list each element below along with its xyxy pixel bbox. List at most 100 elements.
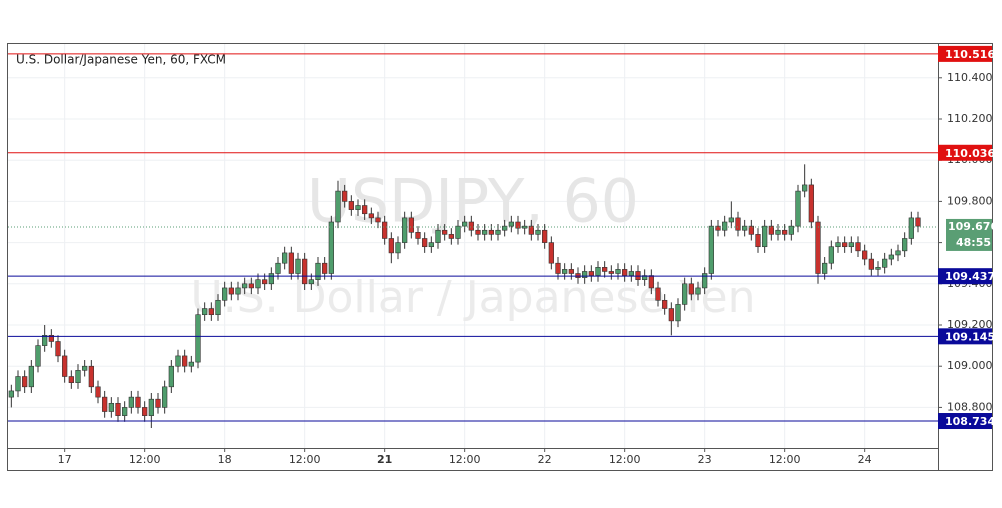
candle-body [648, 275, 654, 289]
candle-body [362, 205, 368, 215]
candle-body [515, 221, 521, 229]
x-tick-label: 21 [377, 453, 392, 466]
candle-body [862, 250, 868, 260]
candle-body [268, 273, 274, 285]
level-label: 109.437 [945, 270, 995, 283]
level-label: 108.734 [945, 415, 995, 428]
candle-body [808, 184, 814, 223]
level-tag [938, 144, 992, 161]
candle-body [288, 252, 294, 274]
candle-body [542, 229, 548, 243]
candle-body [235, 287, 241, 295]
candle-body [842, 242, 848, 248]
candle-body [548, 242, 554, 264]
candle-body [8, 390, 14, 398]
candle-body [95, 386, 101, 398]
candle-body [755, 234, 761, 248]
candle-body [902, 238, 908, 252]
candle-body [662, 299, 668, 309]
candle-body [455, 225, 461, 239]
candle-body [115, 402, 121, 416]
candle-body [435, 229, 441, 243]
level-tag [938, 268, 992, 285]
candle-body [768, 225, 774, 235]
level-tag [938, 413, 992, 430]
candle-body [742, 225, 748, 231]
candle-body [188, 361, 194, 367]
candle-body [122, 407, 128, 416]
candle-body [788, 225, 794, 235]
y-tick-label: 110.400 [947, 71, 993, 84]
candle-body [875, 267, 881, 270]
current-price-tag [946, 218, 992, 251]
level-tag [938, 45, 992, 62]
candle-body [282, 252, 288, 264]
candle-body [588, 271, 594, 276]
candle-body [28, 365, 34, 388]
candle-body [822, 262, 828, 274]
candle-body [295, 258, 301, 274]
candle-body [555, 262, 561, 274]
candle-body [248, 283, 254, 289]
candle-body [762, 225, 768, 248]
candle-body [15, 376, 21, 392]
candle-body [502, 225, 508, 231]
candle-body [42, 335, 48, 346]
candle-body [642, 275, 648, 280]
candle-body [208, 308, 214, 316]
candle-body [528, 225, 534, 235]
candle-body [608, 271, 614, 274]
y-tick-label: 109.200 [947, 318, 993, 331]
x-tick-label: 17 [58, 453, 72, 466]
candle-body [428, 242, 434, 248]
candle-body [275, 262, 281, 274]
candle-body [402, 217, 408, 243]
chart-title: U.S. Dollar/Japanese Yen, 60, FXCM [16, 53, 226, 67]
candle-body [422, 238, 428, 248]
x-tick-label: 23 [698, 453, 712, 466]
y-tick-label: 108.800 [947, 400, 993, 413]
candle-body [468, 221, 474, 231]
candle-body [848, 242, 854, 248]
candle-body [702, 273, 708, 289]
chart-frame [7, 43, 993, 471]
candle-body [628, 271, 634, 276]
candle-body [228, 287, 234, 295]
candle-body [142, 407, 148, 416]
candle-body [262, 279, 268, 285]
candle-body [655, 287, 661, 301]
candle-body [508, 221, 514, 227]
candle-body [102, 396, 108, 412]
x-tick-label: 12:00 [769, 453, 801, 466]
candle-body [355, 205, 361, 210]
candle-body [315, 262, 321, 280]
candle-body [475, 229, 481, 235]
marks [8, 164, 921, 429]
candle-body [488, 229, 494, 235]
watermark-subtitle: U.S. Dollar / Japanese Yen [191, 272, 756, 323]
candle-body [728, 217, 734, 223]
candle-body [535, 229, 541, 235]
candle-body [35, 345, 41, 367]
candle-body [448, 234, 454, 239]
candle-body [442, 229, 448, 235]
x-tick-label: 12:00 [289, 453, 321, 466]
candle-body [108, 402, 114, 412]
x-tick-label: 24 [858, 453, 872, 466]
current-price-label: 109.676 [948, 220, 998, 233]
candle-body [395, 242, 401, 254]
countdown-label: 48:55 [956, 236, 991, 249]
candle-body [322, 262, 328, 274]
candle-body [602, 267, 608, 272]
candle-body [695, 287, 701, 295]
candle-body [75, 370, 81, 383]
candle-body [182, 355, 188, 367]
candle-body [22, 376, 28, 388]
candle-body [82, 365, 88, 371]
candle-body [815, 221, 821, 274]
candle-body [575, 273, 581, 278]
y-tick-label: 110.200 [947, 112, 993, 125]
candle-body [895, 250, 901, 256]
candle-body [222, 287, 228, 301]
